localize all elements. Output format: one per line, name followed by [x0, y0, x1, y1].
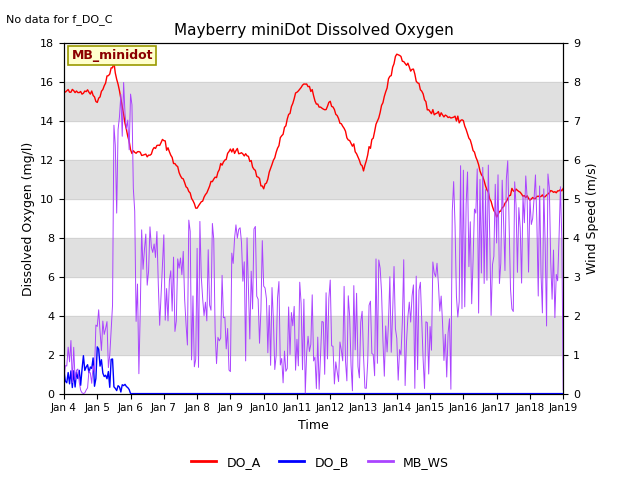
- DO_B: [375, 391, 383, 396]
- Text: No data for f_DO_C: No data for f_DO_C: [6, 14, 113, 25]
- DO_A: [60, 88, 68, 94]
- DO_A: [493, 214, 500, 220]
- MB_WS: [74, 366, 82, 372]
- MB_WS: [375, 257, 383, 263]
- DO_A: [74, 90, 82, 96]
- Text: MB_minidot: MB_minidot: [72, 49, 153, 62]
- DO_B: [559, 391, 567, 396]
- Bar: [64, 82, 563, 121]
- Y-axis label: Wind Speed (m/s): Wind Speed (m/s): [586, 163, 598, 274]
- Line: DO_B: DO_B: [64, 347, 563, 394]
- DO_B: [501, 391, 509, 396]
- Legend: DO_A, DO_B, MB_WS: DO_A, DO_B, MB_WS: [186, 451, 454, 474]
- DO_A: [372, 121, 380, 127]
- MB_WS: [348, 362, 355, 368]
- DO_A: [559, 185, 567, 191]
- DO_B: [364, 391, 372, 396]
- DO_B: [127, 391, 134, 396]
- Line: MB_WS: MB_WS: [64, 83, 563, 394]
- DO_A: [344, 137, 352, 143]
- DO_B: [74, 376, 82, 382]
- Bar: [64, 160, 563, 199]
- X-axis label: Time: Time: [298, 419, 329, 432]
- Y-axis label: Dissolved Oxygen (mg/l): Dissolved Oxygen (mg/l): [22, 141, 35, 296]
- Bar: [64, 316, 563, 355]
- MB_WS: [364, 360, 372, 365]
- MB_WS: [156, 323, 164, 328]
- DO_B: [60, 368, 68, 374]
- Line: DO_A: DO_A: [64, 54, 563, 217]
- Bar: [64, 238, 563, 277]
- Title: Mayberry miniDot Dissolved Oxygen: Mayberry miniDot Dissolved Oxygen: [173, 23, 454, 38]
- MB_WS: [79, 391, 87, 396]
- MB_WS: [60, 378, 68, 384]
- DO_A: [153, 143, 161, 148]
- DO_B: [348, 391, 355, 396]
- DO_A: [361, 162, 369, 168]
- DO_A: [393, 51, 401, 57]
- MB_WS: [559, 387, 567, 393]
- DO_B: [93, 344, 101, 350]
- MB_WS: [501, 268, 509, 274]
- DO_B: [156, 391, 164, 396]
- DO_A: [501, 201, 509, 206]
- MB_WS: [120, 80, 127, 85]
